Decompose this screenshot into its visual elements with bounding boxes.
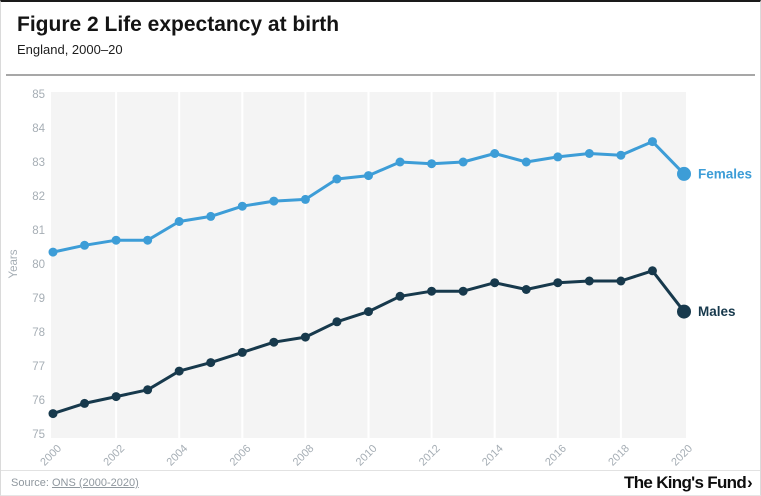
x-tick-label-2014: 2014: [480, 443, 506, 469]
chart-footer: Source: ONS (2000-2020) The King's Fund›: [1, 470, 760, 495]
males-point-2009[interactable]: [332, 317, 342, 327]
y-tick-label-77: 77: [32, 361, 45, 373]
females-point-2008[interactable]: [300, 194, 310, 204]
males-point-2012[interactable]: [427, 286, 437, 296]
x-tick-label-2004: 2004: [165, 443, 191, 469]
females-point-2000[interactable]: [48, 247, 58, 257]
x-tick-label-2000: 2000: [38, 443, 64, 469]
source-link[interactable]: ONS (2000-2020): [51, 477, 139, 489]
males-point-2008[interactable]: [300, 332, 310, 342]
females-point-2002[interactable]: [111, 235, 121, 245]
males-point-2014[interactable]: [490, 278, 500, 288]
males-point-2013[interactable]: [458, 286, 468, 296]
x-tick-label-2018: 2018: [606, 443, 632, 469]
males-point-2017[interactable]: [584, 276, 594, 286]
source-label: Source:: [11, 477, 52, 489]
males-point-2004[interactable]: [174, 366, 184, 376]
males-point-2001[interactable]: [80, 398, 90, 408]
females-point-2012[interactable]: [427, 159, 437, 169]
females-point-2018[interactable]: [616, 150, 626, 160]
females-point-2007[interactable]: [269, 196, 279, 206]
kings-fund-logo[interactable]: The King's Fund›: [624, 473, 753, 493]
y-tick-label-85: 85: [32, 89, 45, 101]
x-tick-label-2006: 2006: [228, 443, 254, 469]
females-point-2004[interactable]: [174, 217, 184, 226]
chart-title: Figure 2 Life expectancy at birth: [17, 13, 340, 36]
y-tick-label-84: 84: [32, 123, 45, 135]
females-point-2010[interactable]: [364, 171, 373, 181]
chevron-right-icon: ›: [747, 473, 753, 492]
y-tick-label-82: 82: [32, 191, 45, 203]
females-point-2001[interactable]: [80, 240, 90, 250]
females-point-2009[interactable]: [332, 174, 342, 184]
x-tick-label-2020: 2020: [669, 443, 695, 469]
males-series-label: Males: [698, 304, 736, 319]
y-tick-label-83: 83: [32, 157, 45, 169]
females-series-label: Females: [698, 166, 752, 181]
females-point-2015[interactable]: [521, 157, 531, 167]
males-point-2003[interactable]: [143, 385, 153, 395]
y-tick-label-75: 75: [32, 429, 45, 441]
x-tick-label-2010: 2010: [354, 443, 380, 469]
chart-header: Figure 2 Life expectancy at birth Englan…: [17, 11, 744, 58]
males-point-2005[interactable]: [206, 358, 216, 368]
males-point-2010[interactable]: [364, 307, 373, 317]
line-chart: 75 76 77 78 79 80 81 82 83 84 85 Years 2000 2002 2004 2…: [1, 86, 760, 470]
y-tick-label-80: 80: [32, 259, 45, 271]
females-point-2003[interactable]: [143, 235, 153, 245]
males-point-2015[interactable]: [521, 285, 531, 294]
females-point-2005[interactable]: [206, 211, 216, 221]
source-note: Source: ONS (2000-2020): [11, 477, 139, 489]
x-tick-label-2008: 2008: [291, 443, 317, 469]
females-point-2014[interactable]: [490, 149, 500, 158]
y-tick-label-78: 78: [32, 327, 45, 339]
males-point-2006[interactable]: [237, 347, 247, 357]
males-point-2007[interactable]: [269, 337, 279, 347]
males-point-2020[interactable]: [677, 304, 691, 319]
females-point-2017[interactable]: [584, 149, 594, 158]
x-tick-label-2016: 2016: [543, 443, 569, 469]
males-point-2011[interactable]: [395, 291, 405, 301]
females-point-2006[interactable]: [237, 201, 247, 211]
chart-subtitle: England, 2000–20: [17, 42, 123, 57]
males-point-2018[interactable]: [616, 276, 626, 286]
kings-fund-logo-text: The King's Fund: [624, 473, 747, 492]
females-point-2020[interactable]: [677, 166, 691, 181]
x-tick-label-2002: 2002: [101, 443, 127, 469]
males-point-2019[interactable]: [647, 266, 657, 276]
line-chart-canvas: 75 76 77 78 79 80 81 82 83 84 85 Years 2000 2002 2004 2…: [8, 89, 752, 469]
y-axis-title: Years: [8, 249, 20, 278]
males-point-2002[interactable]: [111, 392, 121, 402]
females-point-2016[interactable]: [553, 152, 563, 162]
females-point-2019[interactable]: [647, 137, 657, 147]
y-tick-label-76: 76: [32, 395, 45, 407]
y-tick-label-81: 81: [32, 225, 45, 237]
females-point-2011[interactable]: [395, 157, 405, 167]
x-tick-label-2012: 2012: [417, 443, 443, 469]
males-point-2016[interactable]: [553, 278, 563, 288]
header-divider: [6, 74, 755, 76]
females-point-2013[interactable]: [458, 157, 468, 167]
males-point-2000[interactable]: [48, 409, 58, 419]
y-tick-label-79: 79: [32, 293, 45, 305]
